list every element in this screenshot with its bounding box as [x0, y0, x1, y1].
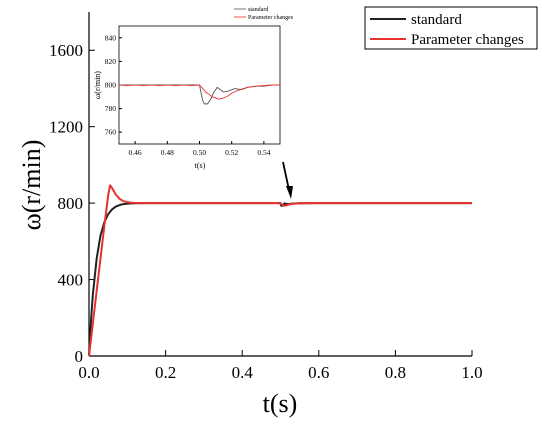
legend: standard Parameter changes: [364, 6, 538, 50]
main-series-line-parameter-changes: [88, 184, 472, 357]
main-x-tick-label: 0.0: [78, 363, 99, 382]
inset-x-tick-label: 0.50: [193, 148, 206, 157]
inset-x-tick-label: 0.46: [129, 148, 142, 157]
inset-x-tick-label: 0.54: [257, 148, 270, 157]
inset-y-tick-label: 760: [105, 128, 117, 137]
inset-plot: 0.46 0.48 0.50 0.52 0.54 760 780 800 820 840 t(s…: [93, 7, 294, 170]
main-x-tick-label: 0.2: [155, 363, 176, 382]
inset-y-tick-label: 820: [105, 57, 117, 66]
main-x-tick-label: 0.8: [385, 363, 406, 382]
main-x-tick-label: 0.6: [308, 363, 329, 382]
main-x-tick-label: 1.0: [461, 363, 482, 382]
main-x-axis-title: t(s): [263, 389, 298, 418]
inset-y-tick-label: 840: [105, 33, 117, 42]
inset-legend: standard Parameter changes: [234, 7, 294, 21]
inset-y-axis-title: ω(r/min): [93, 71, 102, 99]
inset-x-tick-label: 0.52: [225, 148, 238, 157]
legend-label-parameter-changes: Parameter changes: [411, 32, 524, 48]
main-y-tick-label: 0: [75, 347, 84, 366]
legend-box: [364, 6, 538, 50]
arrow-annotation: [282, 161, 293, 199]
inset-y-tick-label: 800: [105, 81, 117, 90]
main-y-tick-label: 800: [58, 194, 84, 213]
main-y-tick-label: 1600: [49, 41, 83, 60]
inset-series-line-parameter-changes: [118, 84, 280, 100]
inset-x-ticks: 0.46 0.48 0.50 0.52 0.54: [129, 141, 271, 157]
inset-x-tick-label: 0.48: [161, 148, 174, 157]
inset-y-ticks: 760 780 800 820 840: [105, 33, 122, 137]
inset-x-axis-title: t(s): [195, 161, 206, 170]
inset-y-tick-label: 780: [105, 104, 117, 113]
inset-legend-label-parameter-changes: Parameter changes: [248, 15, 294, 21]
inset-series-lines: [118, 84, 280, 105]
main-y-axis-title: ω(r/min): [17, 140, 46, 231]
main-y-tick-label: 1200: [49, 118, 83, 137]
main-x-tick-label: 0.4: [232, 363, 254, 382]
main-series-line-standard: [88, 202, 472, 357]
inset-legend-label-standard: standard: [248, 7, 268, 13]
legend-label-standard: standard: [411, 12, 462, 28]
main-series-lines: [88, 184, 472, 357]
main-y-ticks: 0 400 800 1200 1600: [49, 41, 95, 366]
main-y-tick-label: 400: [58, 271, 84, 290]
main-x-ticks: 0.0 0.2 0.4 0.6 0.8 1.0: [78, 350, 483, 382]
